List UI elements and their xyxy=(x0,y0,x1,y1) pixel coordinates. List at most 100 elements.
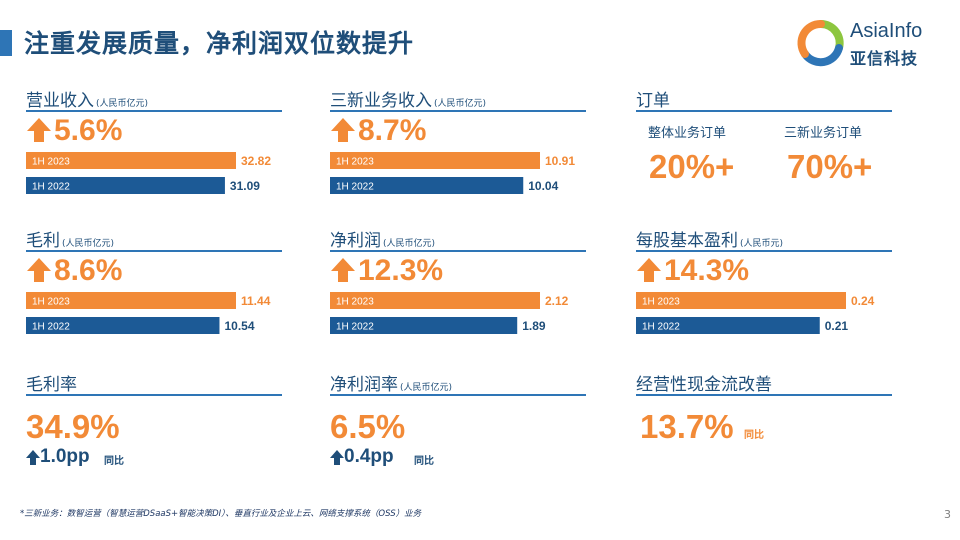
bar-1h-2023 xyxy=(636,292,846,309)
up-arrow-icon xyxy=(330,450,344,465)
new-business-orders-label: 三新业务订单 xyxy=(784,126,863,141)
new-business-title: 三新业务收入 xyxy=(330,91,432,111)
net-profit-unit: (人民币亿元) xyxy=(383,239,436,249)
net-margin-value: 6.5% xyxy=(330,408,406,445)
orders-title: 订单 xyxy=(636,91,670,111)
cashflow-value: 13.7% xyxy=(640,408,734,445)
bar-value-label: 10.54 xyxy=(224,319,254,333)
bar-1h-2023 xyxy=(26,152,236,169)
bar-1h-2023 xyxy=(330,152,540,169)
page-title: 注重发展质量，净利润双位数提升 xyxy=(24,29,415,58)
gross-margin-panel: 毛利率 34.9% 1.0pp 同比 xyxy=(26,370,282,467)
revenue-title: 营业收入 xyxy=(26,91,94,111)
cashflow-panel: 经营性现金流改善 13.7% 同比 xyxy=(636,370,892,445)
gross-profit-bar-chart: 1H 2023 11.44 1H 2022 10.54 xyxy=(26,292,271,334)
overall-orders-label: 整体业务订单 xyxy=(648,126,727,141)
new-business-bar-chart: 1H 2023 10.91 1H 2022 10.04 xyxy=(330,152,575,194)
up-arrow-icon xyxy=(27,258,51,282)
net-margin-yoy-tag: 同比 xyxy=(414,456,434,467)
bar-category-label: 1H 2022 xyxy=(642,322,680,333)
gross-profit-header: 毛利 (人民币亿元) xyxy=(26,226,282,252)
bar-1h-2023 xyxy=(26,292,236,309)
revenue-growth-value: 5.6% xyxy=(54,114,123,147)
new-business-unit: (人民币亿元) xyxy=(434,99,487,109)
gross-margin-change-value: 1.0pp xyxy=(40,446,90,467)
cashflow-title: 经营性现金流改善 xyxy=(636,375,772,395)
net-profit-title: 净利润 xyxy=(330,231,381,251)
new-business-revenue-panel: 三新业务收入 (人民币亿元) 8.7% 1H 2023 10.91 1H 2022 10… xyxy=(330,86,586,194)
cashflow-header: 经营性现金流改善 xyxy=(636,370,892,396)
up-arrow-icon xyxy=(637,258,661,282)
bar-value-label: 2.12 xyxy=(545,294,569,308)
bar-1h-2022 xyxy=(636,317,820,334)
orders-header: 订单 xyxy=(636,86,892,112)
orders-panel: 订单 整体业务订单 三新业务订单 20%+ 70%+ xyxy=(636,86,892,185)
eps-bar-chart: 1H 2023 0.24 1H 2022 0.21 xyxy=(636,292,875,334)
up-arrow-icon xyxy=(331,118,355,142)
title-accent-bar xyxy=(0,30,12,56)
bar-1h-2022 xyxy=(330,177,524,194)
gross-margin-title: 毛利率 xyxy=(26,375,77,395)
gross-profit-unit: (人民币亿元) xyxy=(62,239,115,249)
net-margin-unit: (人民币亿元) xyxy=(400,383,453,393)
revenue-header: 营业收入 (人民币亿元) xyxy=(26,86,282,112)
overall-orders-value: 20%+ xyxy=(649,148,735,185)
eps-title: 每股基本盈利 xyxy=(636,231,738,251)
logo-mark-icon xyxy=(797,20,844,67)
revenue-bar-chart: 1H 2023 32.82 1H 2022 31.09 xyxy=(26,152,271,194)
net-profit-growth-value: 12.3% xyxy=(358,254,444,287)
bar-value-label: 0.21 xyxy=(825,319,849,333)
bar-value-label: 10.04 xyxy=(528,179,558,193)
bar-category-label: 1H 2023 xyxy=(32,297,70,308)
bar-1h-2022 xyxy=(26,177,225,194)
bar-1h-2022 xyxy=(26,317,220,334)
logo-english: AsiaInfo xyxy=(850,20,923,42)
page-number: 3 xyxy=(944,508,951,521)
bar-1h-2023 xyxy=(330,292,540,309)
new-business-growth-value: 8.7% xyxy=(358,114,427,147)
gross-profit-title: 毛利 xyxy=(26,231,60,251)
gross-margin-value: 34.9% xyxy=(26,408,120,445)
bar-category-label: 1H 2023 xyxy=(32,157,70,168)
eps-panel: 每股基本盈利 (人民币元) 14.3% 1H 2023 0.24 1H 2022 0.2… xyxy=(636,226,892,334)
up-arrow-icon xyxy=(331,258,355,282)
bar-category-label: 1H 2023 xyxy=(642,297,680,308)
gross-profit-panel: 毛利 (人民币亿元) 8.6% 1H 2023 11.44 1H 2022 10.54 xyxy=(26,226,282,334)
footnote: *三新业务：数智运营（智慧运营DSaaS+智能决策DI）、垂直行业及企业上云、网… xyxy=(20,509,422,519)
gross-margin-header: 毛利率 xyxy=(26,370,282,396)
company-logo: AsiaInfo 亚信科技 xyxy=(796,18,946,70)
bar-category-label: 1H 2023 xyxy=(336,157,374,168)
net-profit-header: 净利润 (人民币亿元) xyxy=(330,226,586,252)
bar-category-label: 1H 2022 xyxy=(336,322,374,333)
bar-value-label: 11.44 xyxy=(241,294,271,308)
bar-value-label: 32.82 xyxy=(241,154,271,168)
gross-margin-yoy-tag: 同比 xyxy=(104,456,124,467)
bar-category-label: 1H 2022 xyxy=(32,182,70,193)
net-margin-change-value: 0.4pp xyxy=(344,446,394,467)
net-profit-panel: 净利润 (人民币亿元) 12.3% 1H 2023 2.12 1H 2022 1.89 xyxy=(330,226,586,334)
up-arrow-icon xyxy=(26,450,40,465)
new-business-orders-value: 70%+ xyxy=(787,148,873,185)
bar-category-label: 1H 2022 xyxy=(336,182,374,193)
bar-category-label: 1H 2023 xyxy=(336,297,374,308)
revenue-panel: 营业收入 (人民币亿元) 5.6% 1H 2023 32.82 1H 2022 31.0… xyxy=(26,86,282,194)
net-margin-title: 净利润率 xyxy=(330,375,398,395)
net-margin-header: 净利润率 (人民币亿元) xyxy=(330,370,586,396)
bar-1h-2022 xyxy=(330,317,518,334)
eps-header: 每股基本盈利 (人民币元) xyxy=(636,226,892,252)
bar-value-label: 1.89 xyxy=(522,319,546,333)
revenue-unit: (人民币亿元) xyxy=(96,99,149,109)
eps-growth-value: 14.3% xyxy=(664,254,750,287)
net-profit-bar-chart: 1H 2023 2.12 1H 2022 1.89 xyxy=(330,292,569,334)
up-arrow-icon xyxy=(27,118,51,142)
cashflow-yoy-tag: 同比 xyxy=(744,430,764,441)
bar-value-label: 31.09 xyxy=(230,179,260,193)
bar-value-label: 0.24 xyxy=(851,294,875,308)
bar-value-label: 10.91 xyxy=(545,154,575,168)
logo-chinese: 亚信科技 xyxy=(850,49,919,68)
eps-unit: (人民币元) xyxy=(740,239,784,249)
net-margin-panel: 净利润率 (人民币亿元) 6.5% 0.4pp 同比 xyxy=(330,370,586,467)
bar-category-label: 1H 2022 xyxy=(32,322,70,333)
gross-profit-growth-value: 8.6% xyxy=(54,254,123,287)
new-business-header: 三新业务收入 (人民币亿元) xyxy=(330,86,586,112)
